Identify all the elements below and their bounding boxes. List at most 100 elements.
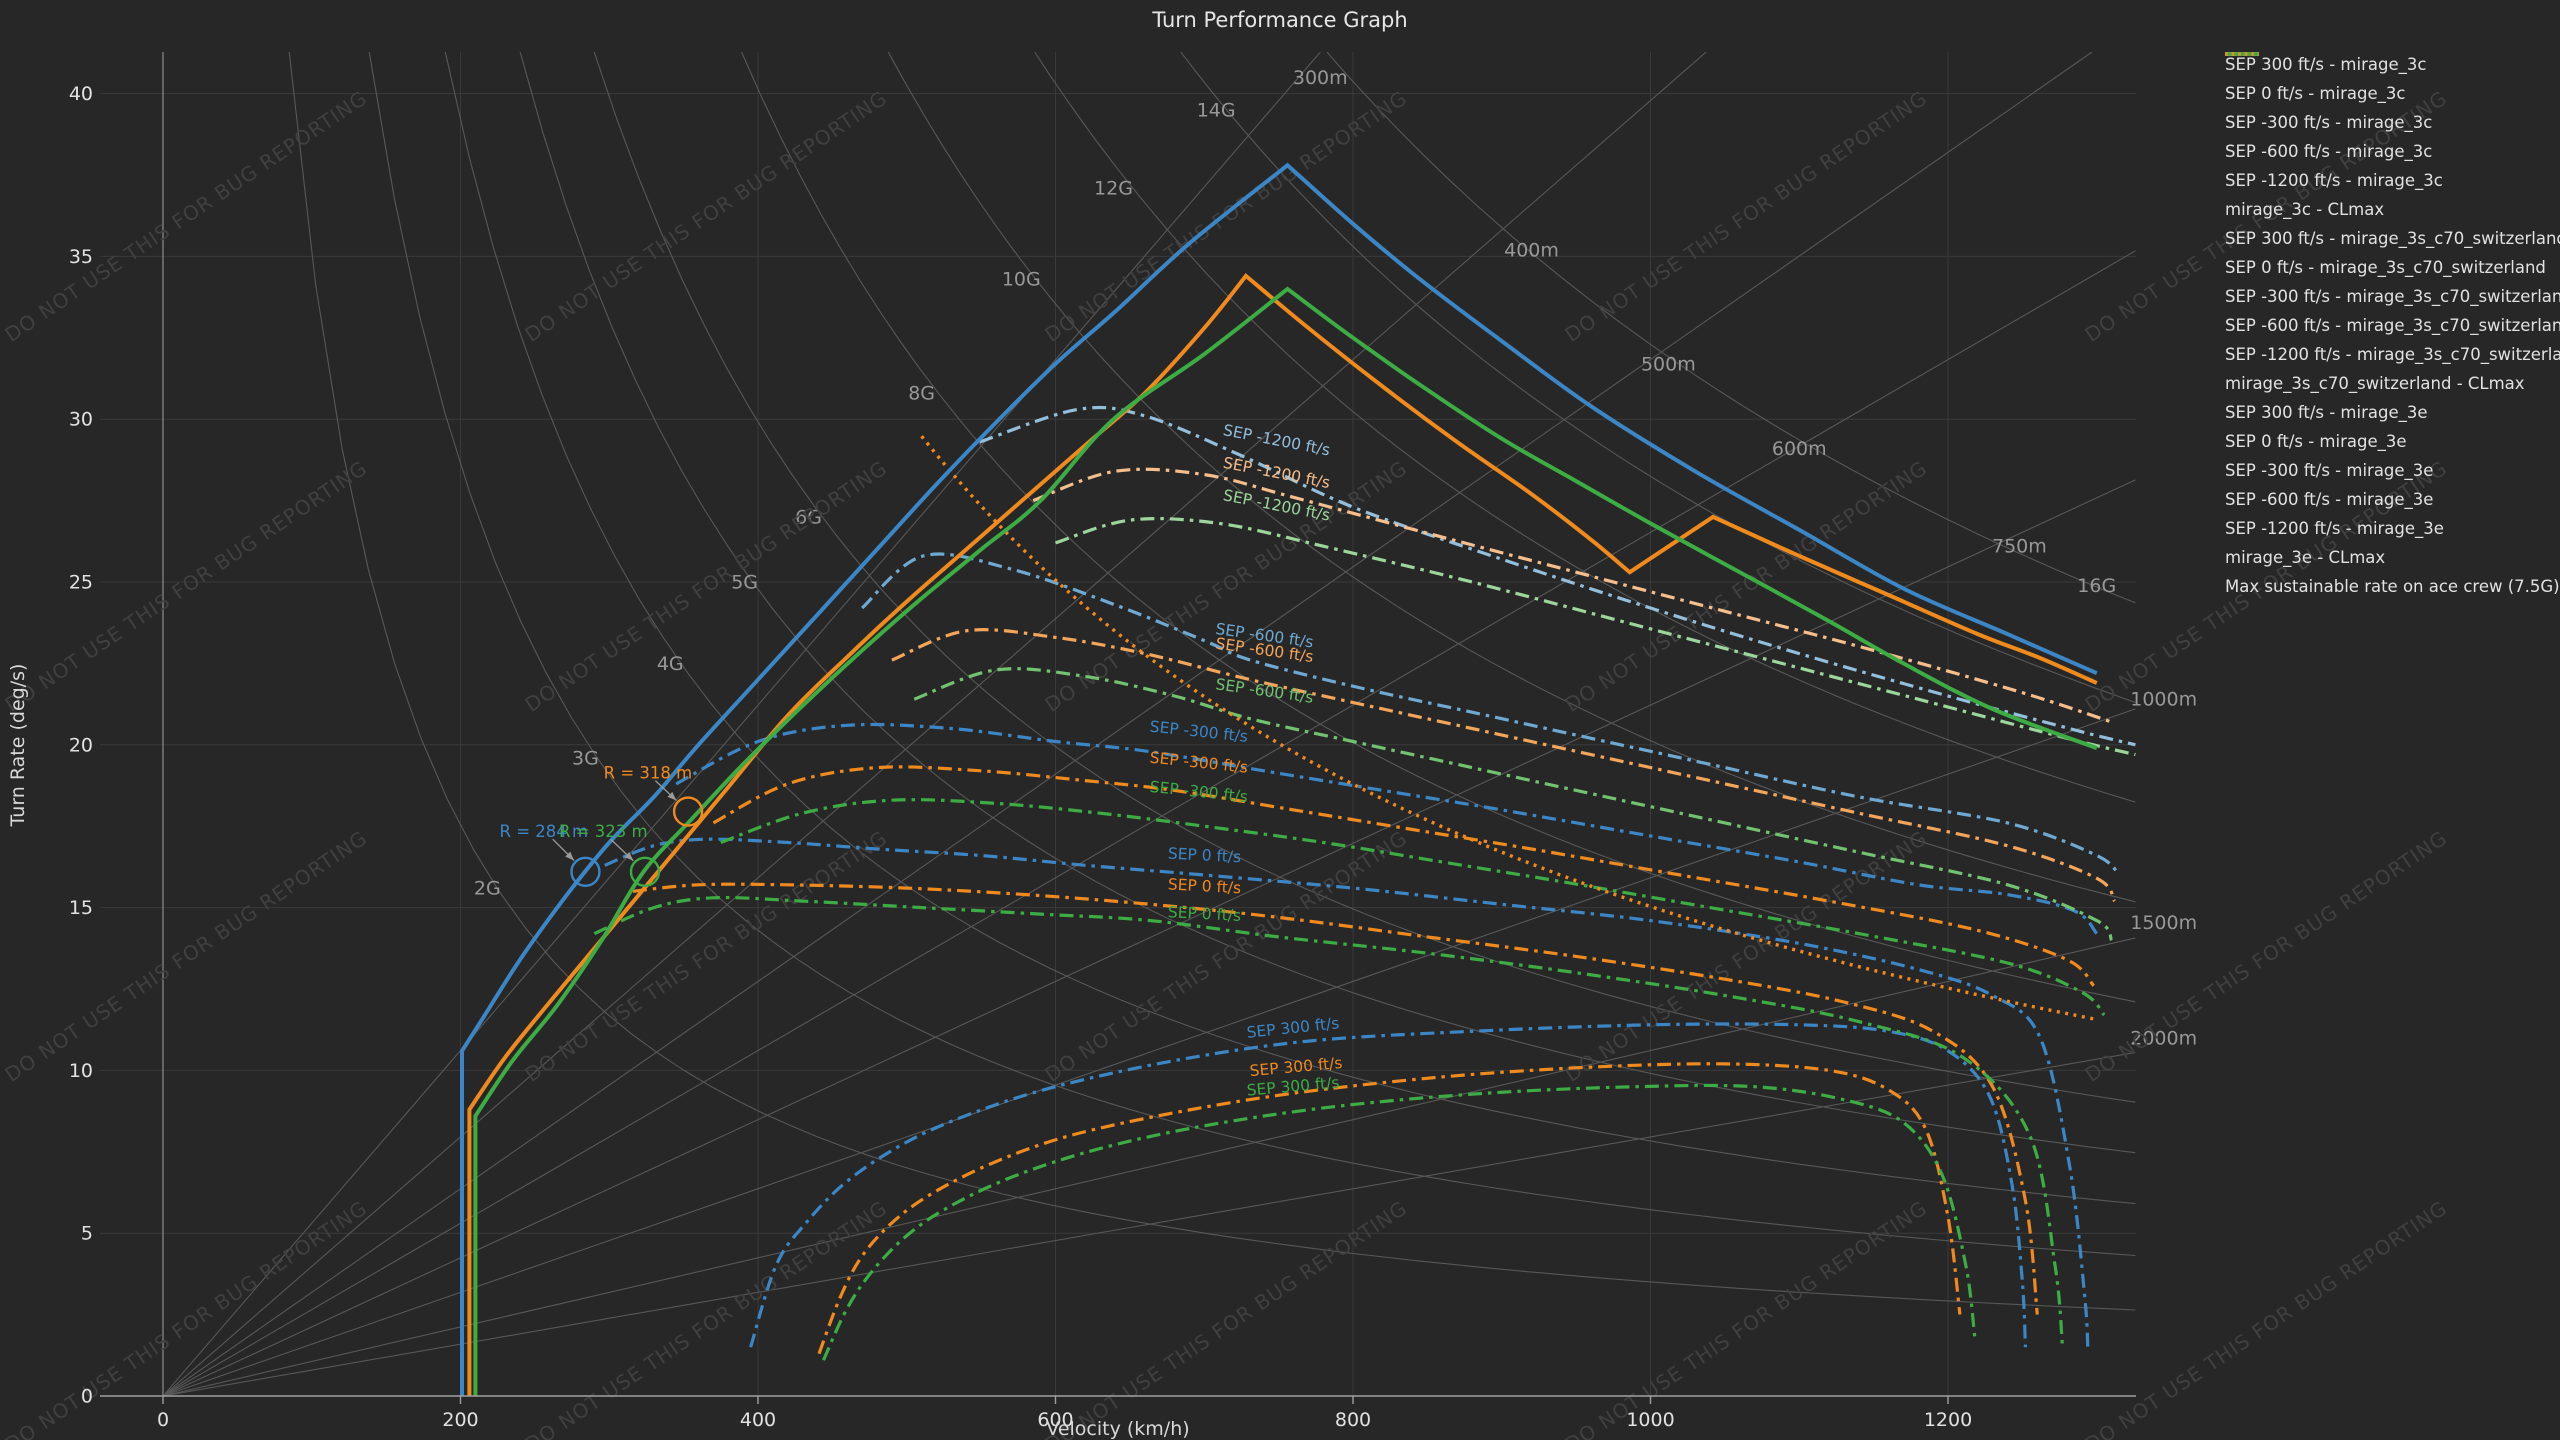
watermark-text: DO NOT USE THIS FOR BUG REPORTING [1041,1196,1412,1440]
g-load-label: 6G [795,506,822,528]
curve-inline-label: SEP 300 ft/s [1246,1014,1340,1042]
g-load-label: 5G [731,572,758,594]
min-radius-label: R = 318 m [604,763,693,782]
watermark-text: DO NOT USE THIS FOR BUG REPORTING [521,86,892,347]
g-load-line-16g [1326,52,2136,604]
watermark-text: DO NOT USE THIS FOR BUG REPORTING [1561,456,1932,717]
y-tick-label: 0 [81,1386,93,1408]
turn-radius-line-600m [162,250,2136,1396]
turn-radius-line-400m [162,52,1707,1396]
curve-sep-300-mirage_3c [675,722,2099,935]
watermark-text: DO NOT USE THIS FOR BUG REPORTING [1,1196,372,1440]
legend-label: SEP -600 ft/s - mirage_3c [2225,142,2433,161]
curve-sep-1200-mirage_3e [1055,516,2136,757]
turn-radius-line-1500m [162,937,2136,1396]
watermark-text: DO NOT USE THIS FOR BUG REPORTING [1561,86,1932,347]
min-radius-label: R = 323 m [559,822,648,841]
legend-entry-11: mirage_3s_c70_switzerland - CLmax [2225,52,2560,398]
watermark-text: DO NOT USE THIS FOR BUG REPORTING [2081,826,2452,1087]
y-tick-label: 15 [69,897,93,919]
x-tick-label: 200 [442,1409,478,1431]
annotation-arrowhead [565,851,575,861]
g-load-line-2g [288,52,2136,1311]
g-load-line-14g [1180,52,2136,704]
g-load-line-5g [519,52,2136,1154]
g-load-line-6g [593,52,2136,1103]
legend-label: SEP -600 ft/s - mirage_3e [2225,490,2434,509]
legend-label: SEP 300 ft/s - mirage_3c [2225,55,2427,74]
legend-entry-2: SEP -300 ft/s - mirage_3c [2225,52,2560,137]
g-load-line-12g [1034,52,2136,803]
turn-radius-label: 750m [1992,536,2047,558]
legend-label: mirage_3s_c70_switzerland - CLmax [2225,374,2525,393]
min-radius-circle [570,856,601,887]
g-load-label: 14G [1197,99,1236,121]
annotation-arrowhead [667,791,677,801]
legend-entry-12: SEP 300 ft/s - mirage_3e [2225,52,2560,427]
x-tick-label: 600 [1037,1409,1073,1431]
turn-radius-line-300m [162,52,1321,1396]
g-load-label: 2G [474,878,501,900]
watermark-text: DO NOT USE THIS FOR BUG REPORTING [1041,86,1412,347]
x-tick-label: 800 [1335,1409,1371,1431]
curve-inline-label: SEP -300 ft/s [1149,749,1249,777]
curve-sep0-mirage_3c [604,837,2090,1348]
watermark-text: DO NOT USE THIS FOR BUG REPORTING [1,86,372,347]
curve-inline-label: SEP -1200 ft/s [1222,454,1332,492]
legend-entry-7: SEP 0 ft/s - mirage_3s_c70_switzerland [2225,52,2560,282]
legend-entry-1: SEP 0 ft/s - mirage_3c [2225,52,2560,108]
curve-sep-300-mirage_3e [720,798,2106,1017]
turn-radius-line-2000m [162,1051,2136,1396]
legend-label: SEP 300 ft/s - mirage_3e [2225,403,2428,422]
y-axis-label: Turn Rate (deg/s) [7,663,29,827]
legend-label: SEP -300 ft/s - mirage_3s_c70_switzerlan… [2225,287,2560,306]
curve-clmax-mirage_3e [473,286,2098,1396]
turn-radius-label: 500m [1641,353,1696,375]
legend-entry-0: SEP 300 ft/s - mirage_3c [2225,50,2560,79]
legend-swatch-dotted [2225,52,2259,56]
x-axis-label: Velocity (km/h) [1046,1418,1190,1440]
turn-radius-label: 600m [1772,438,1827,460]
legend-label: SEP -300 ft/s - mirage_3e [2225,461,2434,480]
g-load-label: 3G [572,747,599,769]
turn-radius-line-1000m [162,708,2136,1396]
legend-label: SEP -600 ft/s - mirage_3s_c70_switzerlan… [2225,316,2560,335]
curve-sep-600-mirage_3c [861,552,2121,877]
legend-entry-3: SEP -600 ft/s - mirage_3c [2225,52,2560,166]
curve-inline-label: SEP 0 ft/s [1167,844,1241,866]
legend-label: SEP 0 ft/s - mirage_3e [2225,432,2407,451]
watermark-text: DO NOT USE THIS FOR BUG REPORTING [521,456,892,717]
legend-label: SEP -300 ft/s - mirage_3c [2225,113,2433,132]
curve-sep-600-mirage_3s [891,628,2117,903]
turn-radius-label: 300m [1293,67,1348,89]
min-radius-label: R = 284 m [500,822,589,841]
legend-entry-8: SEP -300 ft/s - mirage_3s_c70_switzerlan… [2225,52,2560,311]
legend-label: SEP 0 ft/s - mirage_3s_c70_switzerland [2225,258,2546,277]
curve-sep0-mirage_3e [593,895,2065,1348]
watermark-text: DO NOT USE THIS FOR BUG REPORTING [2081,1196,2452,1440]
legend-label: SEP -1200 ft/s - mirage_3c [2225,171,2443,190]
g-load-label: 12G [1094,178,1133,200]
legend-entry-5: mirage_3c - CLmax [2225,52,2560,224]
annotations: R = 284 mR = 323 m R = 318 m [500,763,704,887]
g-load-label: 8G [908,383,935,405]
curves [460,162,2136,1396]
legend-entry-18: Max sustainable rate on ace crew (7.5G) [2225,52,2560,601]
curve-inline-label: SEP -300 ft/s [1149,778,1249,806]
curve-max-sustainable-ace [920,435,2098,1022]
legend-label: SEP 300 ft/s - mirage_3s_c70_switzerland [2225,229,2560,248]
curve-sep0-mirage_3s [632,882,2039,1315]
turn-radius-label: 2000m [2130,1027,2197,1049]
curve-inline-label: SEP -600 ft/s [1214,675,1314,707]
curve-sep-1200-mirage_3c [979,405,2136,747]
watermark-text: DO NOT USE THIS FOR BUG REPORTING [521,1196,892,1440]
y-tick-label: 40 [69,83,93,105]
x-tick-label: 1000 [1626,1409,1674,1431]
legend: SEP 300 ft/s - mirage_3c SEP 0 ft/s - mir… [2225,50,2560,601]
legend-entry-9: SEP -600 ft/s - mirage_3s_c70_switzerlan… [2225,52,2560,340]
watermark-text: DO NOT USE THIS FOR BUG REPORTING [1561,1196,1932,1440]
legend-label: mirage_3e - CLmax [2225,548,2386,567]
turn-radius-label: 1000m [2130,689,2197,711]
